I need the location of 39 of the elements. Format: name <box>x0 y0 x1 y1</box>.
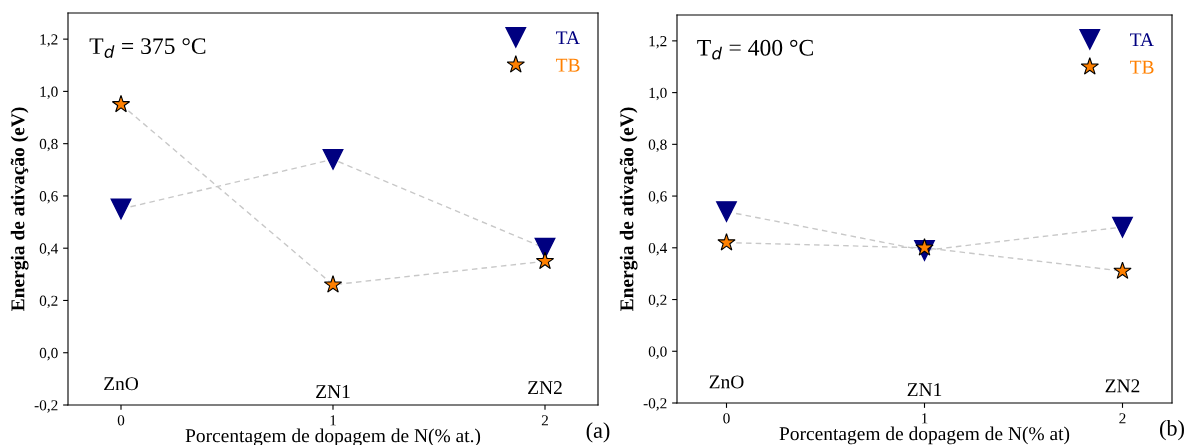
y-tick-label: 0,8 <box>648 139 667 152</box>
x-tick-label: 2 <box>541 415 548 426</box>
annotation: ZN2 <box>1105 379 1140 393</box>
annotation: ZN1 <box>316 385 350 398</box>
annotation: ZnO <box>104 377 139 391</box>
text: (a) <box>586 422 610 443</box>
y-tick-label: 0,6 <box>39 191 58 204</box>
annotation: T$_{d}$ = 375 °C <box>89 38 206 58</box>
y-axis-title: Energia de ativação (eV) <box>10 107 29 311</box>
annotation: ZnO <box>709 375 744 389</box>
y-tick-label: 1,2 <box>40 34 58 47</box>
y-tick-label: 0,0 <box>648 346 667 359</box>
annotation: ZN2 <box>528 381 562 394</box>
y-tick-label: 1,0 <box>40 86 58 100</box>
y-tick-label: 0,0 <box>39 347 58 361</box>
y-tick-label: 1,0 <box>649 87 667 101</box>
y-tick-label: -0,2 <box>643 398 667 411</box>
x-tick-label: 0 <box>723 413 730 424</box>
x-tick-label: 1 <box>330 415 336 426</box>
y-tick-label: 0,2 <box>39 295 58 309</box>
annotation: ZN1 <box>907 383 942 397</box>
legend-label: TB <box>556 58 580 72</box>
y-tick-label: 0,6 <box>648 191 667 204</box>
y-axis-title: Energia de ativação (eV) <box>619 107 638 311</box>
x-axis-title: Porcentagem de dopagem de N(% at) <box>779 426 1070 445</box>
y-tick-label: 1,2 <box>649 36 667 49</box>
x-tick-label: 0 <box>117 415 125 426</box>
legend-label: TA <box>556 31 580 45</box>
y-tick-label: 0,8 <box>39 138 58 152</box>
legend-label: TA <box>1130 33 1154 47</box>
y-tick-label: 0,4 <box>648 242 668 256</box>
x-tick-label: 2 <box>1119 413 1126 424</box>
text: (b) <box>1160 420 1184 441</box>
y-tick-label: 0,4 <box>39 243 59 256</box>
y-tick-label: -0,2 <box>34 400 58 413</box>
annotation: T$_{d}$ = 400 °C <box>697 39 813 60</box>
y-tick-label: 0,2 <box>648 294 667 308</box>
x-tick-label: 1 <box>922 413 928 424</box>
legend-label: TB <box>1130 60 1154 74</box>
